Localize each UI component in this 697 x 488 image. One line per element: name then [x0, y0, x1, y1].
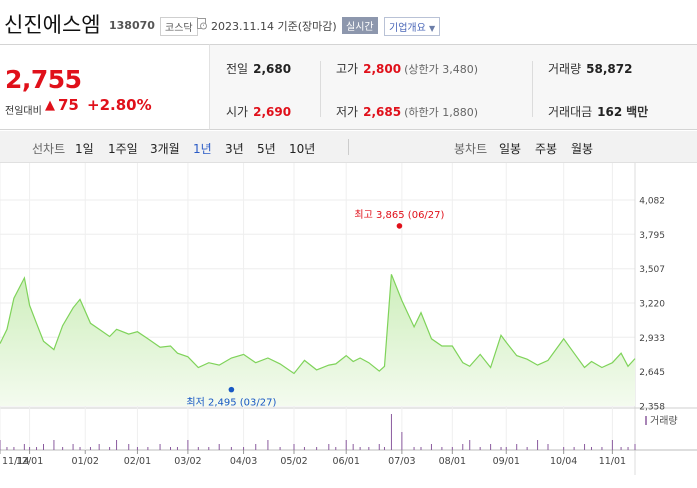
- stat-amount: 거래대금 162 백만: [548, 105, 649, 119]
- x-tick-label: 09/01: [493, 456, 520, 467]
- x-tick-label: 06/01: [333, 456, 360, 467]
- y-tick-label: 2,358: [639, 403, 665, 413]
- dropdown-arrow-icon: ▼: [429, 24, 436, 33]
- candle-chart-label: 봉차트: [454, 142, 488, 156]
- y-axis: 4,082 3,795 3,507 3,220 2,933 2,645 2,358: [639, 197, 665, 413]
- y-tick-label: 3,795: [639, 231, 665, 241]
- y-tick-label: 3,507: [639, 265, 665, 275]
- stat-prev: 전일 2,680: [226, 62, 292, 76]
- price-chart[interactable]: 4,082 3,795 3,507 3,220 2,933 2,645 2,358 최고 3…: [0, 163, 697, 488]
- grid-lines: [0, 163, 697, 475]
- price-stats: 전일 2,680 시가 2,690 고가 2,800 (상한가 3,480) 저가 2,6…: [209, 44, 697, 130]
- stat-low: 저가 2,685 (하한가 1,880): [336, 105, 478, 119]
- change-label: 전일대비: [5, 106, 42, 117]
- market-badge: 코스닥: [160, 17, 198, 36]
- tab-1d[interactable]: 1일: [75, 142, 94, 156]
- divider: [532, 61, 533, 117]
- current-price: 2,755: [5, 65, 82, 94]
- tab-5y[interactable]: 5년: [257, 142, 276, 156]
- x-tick-label: 02/01: [124, 456, 151, 467]
- calendar-clock-icon: [197, 18, 207, 30]
- y-tick-label: 2,933: [639, 334, 665, 344]
- up-triangle-icon: ▲: [45, 98, 55, 113]
- x-tick-label: 07/03: [388, 456, 415, 467]
- high-label: 최고 3,865 (06/27): [354, 209, 444, 221]
- high-low-annotations: 최고 3,865 (06/27) 최저 2,495 (03/27): [186, 209, 444, 409]
- tab-1w[interactable]: 1주일: [108, 142, 138, 156]
- x-tick-label: 05/02: [280, 456, 307, 467]
- period-tabs: 선차트 1일 1주일 3개월 1년 3년 5년 10년 봉차트 일봉 주봉 월봉: [0, 131, 697, 163]
- tab-10y[interactable]: 10년: [289, 142, 316, 156]
- price-line: [0, 274, 636, 375]
- stat-open: 시가 2,690: [226, 105, 292, 119]
- high-marker: [396, 223, 403, 229]
- company-info-dropdown[interactable]: 기업개요 ▼: [384, 17, 441, 36]
- volume-bars: [0, 414, 647, 450]
- x-tick-label: 03/02: [174, 456, 201, 467]
- low-label: 최저 2,495 (03/27): [186, 397, 276, 409]
- data-date: 2023.11.14 기준(장마감): [211, 20, 337, 33]
- y-tick-label: 3,220: [639, 300, 665, 310]
- change-value: 75: [58, 96, 79, 114]
- divider: [348, 139, 349, 155]
- x-tick-label: 01/02: [72, 456, 99, 467]
- x-tick-label: 04/03: [230, 456, 257, 467]
- tab-weekly[interactable]: 주봉: [535, 142, 558, 156]
- price-area: [0, 274, 635, 406]
- stock-code: 138070: [109, 19, 155, 32]
- current-price-box: 2,755 전일대비 ▲ 75 +2.80%: [0, 44, 209, 130]
- stat-volume: 거래량 58,872: [548, 62, 633, 76]
- x-tick-label: 12/01: [16, 456, 43, 467]
- x-tick-label: 10/04: [550, 456, 577, 467]
- x-tick-label: 11/14: [2, 456, 29, 467]
- divider: [320, 61, 321, 117]
- x-tick-label: 08/01: [439, 456, 466, 467]
- y-tick-label: 4,082: [639, 197, 665, 207]
- realtime-button[interactable]: 실시간: [342, 17, 378, 34]
- stock-header: 신진에스엠 138070 코스닥 2023.11.14 기준(장마감) 실시간 …: [0, 0, 697, 44]
- tab-daily[interactable]: 일봉: [499, 142, 522, 156]
- y-tick-label: 2,645: [639, 368, 665, 378]
- line-chart-label: 선차트: [32, 142, 66, 156]
- tab-1y[interactable]: 1년: [193, 142, 212, 156]
- change-percent: +2.80%: [87, 96, 152, 114]
- tab-3m[interactable]: 3개월: [150, 142, 180, 156]
- tab-monthly[interactable]: 월봉: [571, 142, 594, 156]
- volume-legend: 거래량: [650, 415, 678, 427]
- low-marker: [228, 386, 235, 393]
- stat-high: 고가 2,800 (상한가 3,480): [336, 62, 478, 76]
- x-tick-label: 11/01: [599, 456, 626, 467]
- stock-name: 신진에스엠: [4, 13, 101, 37]
- tab-3y[interactable]: 3년: [225, 142, 244, 156]
